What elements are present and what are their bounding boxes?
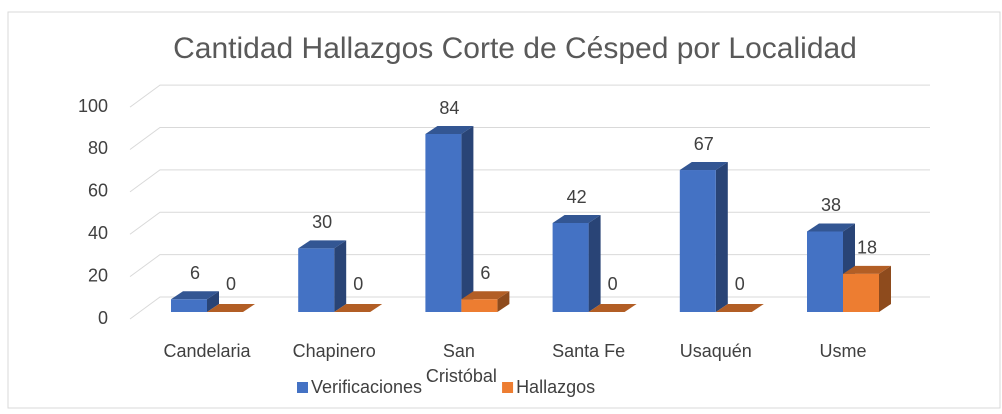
data-label: 30 — [312, 212, 332, 232]
grid-line — [129, 254, 930, 278]
data-label: 38 — [821, 195, 841, 215]
bar-front — [679, 170, 716, 312]
bar — [552, 215, 601, 312]
grid-line — [129, 211, 930, 235]
data-label: 0 — [226, 274, 236, 294]
x-tick-label: Chapinero — [293, 341, 376, 361]
y-tick-label: 40 — [88, 223, 108, 243]
x-tick-label: San Cristóbal — [426, 341, 497, 386]
bar-top — [207, 304, 255, 312]
bar-top — [588, 304, 637, 312]
bar-side — [497, 291, 510, 312]
data-label: 0 — [608, 274, 618, 294]
chart-frame — [7, 11, 1001, 409]
bar-side — [715, 162, 728, 312]
legend-label: Hallazgos — [516, 377, 595, 397]
x-tick-label: Santa Fe — [552, 341, 625, 361]
bar — [171, 291, 219, 312]
bar-side — [334, 240, 347, 312]
bar-front — [461, 299, 498, 312]
y-tick-label: 0 — [98, 308, 108, 328]
bar-front — [552, 223, 589, 312]
bar-top — [171, 291, 219, 300]
data-label: 6 — [190, 263, 200, 283]
bar — [679, 162, 728, 312]
bar-side — [879, 265, 891, 312]
bar-front — [807, 231, 843, 312]
bar-top — [843, 265, 891, 274]
legend-label: Verificaciones — [311, 377, 422, 397]
data-label: 67 — [694, 134, 714, 154]
data-label: 84 — [439, 98, 459, 118]
bar — [207, 304, 255, 312]
grid-line — [129, 126, 930, 150]
bar-front — [843, 273, 879, 312]
bar-front — [298, 248, 335, 312]
bar — [715, 304, 764, 312]
bar-top — [334, 304, 383, 312]
legend-swatch — [502, 382, 514, 393]
x-tick-label: Candelaria — [163, 341, 251, 361]
y-tick-label: 100 — [78, 96, 108, 116]
y-tick-label: 80 — [88, 138, 108, 158]
grid-line — [129, 84, 930, 108]
grid-line — [129, 169, 930, 193]
bar-side — [588, 215, 601, 312]
x-tick-label: Usaquén — [680, 341, 752, 361]
grid-line — [129, 296, 930, 320]
bar-top — [425, 126, 474, 134]
bar — [298, 240, 347, 312]
bar-top — [298, 240, 347, 249]
bar-front — [425, 134, 462, 312]
y-tick-label: 60 — [88, 181, 108, 201]
data-label: 42 — [567, 187, 587, 207]
bar — [588, 304, 637, 312]
chart-title: Cantidad Hallazgos Corte de Césped por L… — [173, 32, 857, 65]
legend-swatch — [297, 382, 308, 393]
data-label: 0 — [735, 274, 745, 294]
x-tick-line: San — [443, 341, 480, 361]
bar — [425, 126, 474, 312]
bar — [334, 304, 383, 312]
bar — [461, 291, 510, 312]
bar-side — [207, 291, 219, 312]
bar-top — [461, 291, 510, 300]
bar-top — [715, 304, 764, 312]
x-tick-label: Usme — [819, 341, 866, 361]
data-label: 6 — [480, 263, 490, 283]
bar-front — [171, 299, 207, 312]
x-tick-line: Cristóbal — [426, 366, 497, 386]
bar — [843, 265, 891, 312]
data-label: 18 — [857, 238, 877, 258]
bar-top — [807, 223, 855, 232]
bar-top — [679, 162, 728, 171]
data-label: 0 — [353, 274, 363, 294]
y-tick-label: 20 — [88, 265, 108, 285]
bar-top — [552, 215, 601, 223]
bar-side — [461, 126, 474, 312]
